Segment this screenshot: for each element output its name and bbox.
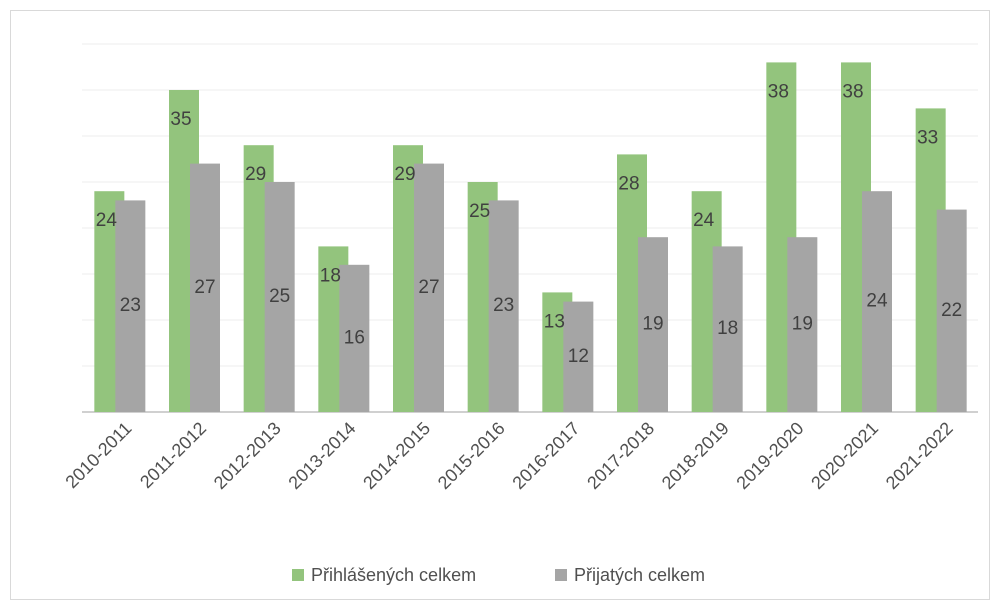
- bar: [787, 237, 818, 412]
- data-label: 18: [717, 318, 738, 339]
- data-label: 22: [941, 300, 962, 321]
- data-label: 29: [394, 164, 415, 185]
- bar: [638, 237, 668, 412]
- bar: [190, 163, 220, 412]
- data-label: 18: [320, 265, 341, 286]
- data-label: 25: [469, 201, 490, 222]
- data-label: 12: [568, 346, 589, 367]
- bar: [414, 163, 444, 412]
- data-label: 19: [792, 314, 813, 335]
- bar: [264, 182, 295, 412]
- bar: [115, 200, 146, 412]
- data-label: 27: [418, 277, 439, 298]
- data-label: 38: [768, 81, 789, 102]
- data-label: 35: [170, 109, 191, 130]
- data-label: 13: [544, 311, 565, 332]
- bar: [488, 200, 519, 412]
- legend-swatch: [292, 569, 304, 581]
- bar: [936, 209, 967, 412]
- data-label: 28: [618, 173, 639, 194]
- data-label: 38: [842, 81, 863, 102]
- data-label: 23: [493, 295, 514, 316]
- bar: [862, 191, 892, 412]
- data-label: 23: [120, 295, 141, 316]
- data-label: 16: [344, 327, 365, 348]
- data-label: 33: [917, 127, 938, 148]
- legend-label: Přihlášených celkem: [311, 565, 476, 585]
- data-label: 29: [245, 164, 266, 185]
- legend-swatch: [555, 569, 567, 581]
- data-label: 25: [269, 286, 290, 307]
- data-label: 27: [194, 277, 215, 298]
- data-label: 24: [866, 291, 888, 312]
- bar: [712, 246, 743, 412]
- bar: [563, 301, 594, 412]
- data-label: 24: [96, 210, 118, 231]
- bar: [339, 264, 370, 412]
- legend-label: Přijatých celkem: [574, 565, 705, 585]
- data-label: 19: [642, 314, 663, 335]
- data-label: 24: [693, 210, 715, 231]
